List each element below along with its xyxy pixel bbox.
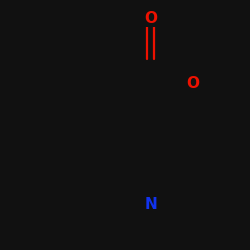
- Text: N: N: [144, 197, 157, 212]
- Text: O: O: [186, 76, 199, 91]
- Text: O: O: [144, 11, 157, 26]
